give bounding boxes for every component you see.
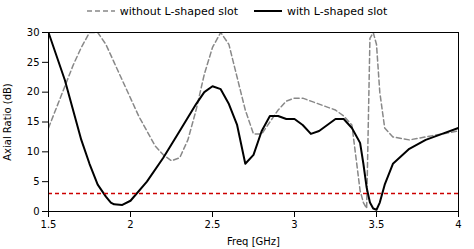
svg-text:2: 2 <box>127 219 133 230</box>
html-text:without L-shaped slot: without L-shaped slot <box>119 4 238 18</box>
html-text:with L-shaped slot: with L-shaped slot <box>287 4 388 18</box>
svg-text:3: 3 <box>291 219 297 230</box>
svg-text:3.5: 3.5 <box>369 219 385 230</box>
svg-text:4: 4 <box>455 219 461 230</box>
svg-text:Axial Ratio (dB): Axial Ratio (dB) <box>2 83 13 161</box>
svg-text:2.5: 2.5 <box>205 219 221 230</box>
svg-text:Freq [GHz]: Freq [GHz] <box>227 236 280 247</box>
svg-text:5: 5 <box>33 176 39 187</box>
svg-text:25: 25 <box>27 57 40 68</box>
svg-text:15: 15 <box>27 116 40 127</box>
svg-text:0: 0 <box>33 206 39 217</box>
svg-text:10: 10 <box>27 146 40 157</box>
svg-text:20: 20 <box>27 86 40 97</box>
svg-text:1.5: 1.5 <box>41 219 57 230</box>
svg-text:30: 30 <box>27 27 40 38</box>
